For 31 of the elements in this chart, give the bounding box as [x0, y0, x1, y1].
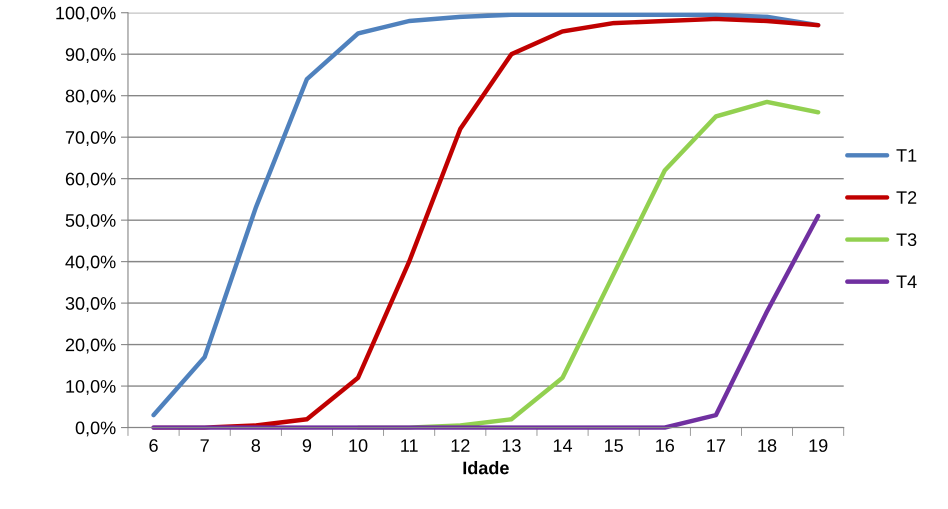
y-tick-label: 10,0%	[66, 380, 116, 395]
x-tick-label: 13	[502, 439, 521, 452]
y-tick-label: 30,0%	[66, 297, 116, 312]
x-tick-label: 8	[252, 439, 260, 452]
x-tick-label: 16	[656, 439, 674, 452]
y-tick-label: 50,0%	[66, 214, 116, 229]
legend-label: T2	[896, 191, 916, 204]
line-series	[151, 214, 820, 430]
y-tick-label: 70,0%	[66, 131, 116, 146]
x-tick-label: 9	[302, 439, 312, 452]
x-tick-label: 10	[349, 439, 368, 452]
x-tick-label: 15	[604, 439, 623, 452]
x-tick-label: 17	[707, 439, 726, 452]
x-tick-label: 19	[809, 439, 828, 452]
y-tick-label: 0,0%	[76, 421, 116, 436]
y-tick-label: 100,0%	[56, 6, 116, 22]
y-tick-label: 20,0%	[66, 338, 116, 354]
x-tick-label: 14	[554, 439, 572, 452]
x-tick-label: 12	[452, 439, 470, 452]
legend-label: T3	[896, 233, 916, 246]
x-tick-label: 18	[758, 439, 776, 452]
y-tick-label: 60,0%	[66, 172, 116, 188]
x-tick-label: 11	[401, 439, 418, 452]
x-tick-label: 6	[149, 439, 158, 452]
y-tick-label: 40,0%	[65, 256, 116, 270]
legend-label: T1	[896, 149, 916, 162]
x-axis-title: Idade	[463, 461, 509, 474]
y-tick-label: 80,0%	[66, 90, 116, 105]
x-tick-label: 7	[200, 439, 209, 452]
legend-label: T4	[896, 276, 917, 288]
y-tick-label: 90,0%	[66, 48, 116, 64]
